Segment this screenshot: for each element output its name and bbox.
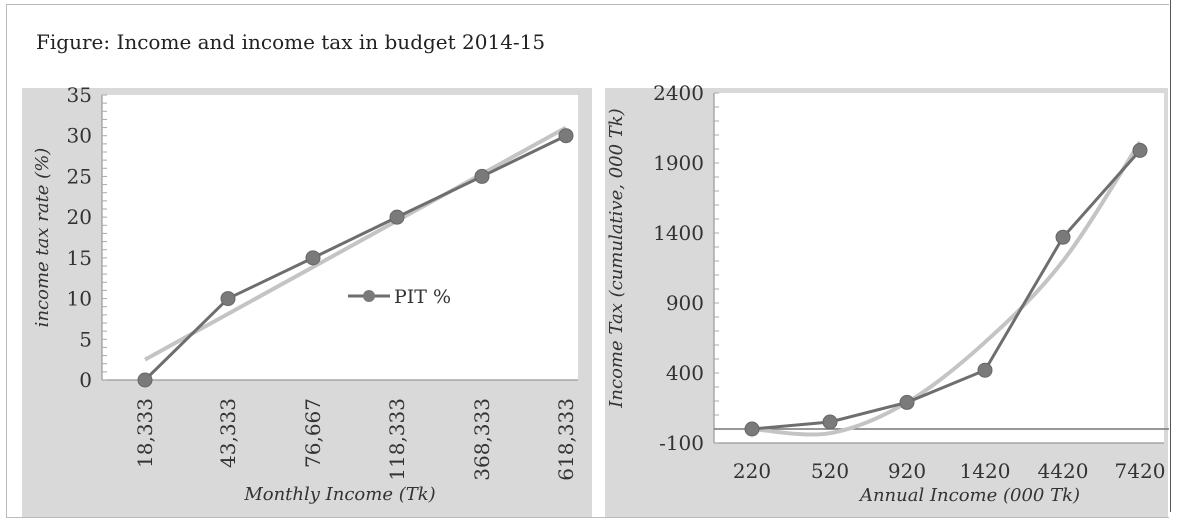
chart-2: -100 400 900 1400 1900 2400 220 520 920 1420 4420 7… [605,81,1169,517]
legend-marker [363,290,375,302]
data-point [899,394,915,410]
figure-frame [6,4,1169,518]
data-point [558,128,574,144]
x-tick-label: 76,667 [301,398,325,468]
x-tick-label: 920 [888,459,926,483]
y-tick-label: 1400 [653,221,704,245]
data-point [744,421,760,437]
y-axis-label: income tax rate (%) [32,148,53,328]
x-axis-label: Annual Income (000 Tk) [858,485,1080,506]
y-tick-label: 15 [67,246,92,270]
data-point [1132,142,1148,158]
chart-1: 0 5 10 15 20 25 30 35 18,333 43,333 76,667 118,333 3… [22,83,592,517]
x-tick-label: 7420 [1115,459,1166,483]
x-tick-label: 118,333 [385,398,409,481]
y-tick-label: 25 [67,164,92,188]
data-point [474,168,490,184]
y-tick-label: 0 [79,368,92,392]
data-point [389,209,405,225]
y-tick-label: 35 [67,83,92,107]
data-point [822,414,838,430]
x-tick-label: 18,333 [133,398,157,468]
y-tick-label: 2400 [653,81,704,105]
legend-label: PIT % [394,286,451,308]
y-tick-label: 1900 [653,151,704,175]
trendline [751,140,1142,437]
y-tick-label: 400 [666,361,704,385]
data-point [977,362,993,378]
series-line [143,134,567,382]
x-tick-label: 1420 [960,459,1011,483]
data-point [220,291,236,307]
x-tick-label: 220 [733,459,771,483]
y-tick-label: 5 [79,327,92,351]
y-tick-label: 20 [67,205,92,229]
plot-area [102,95,578,380]
x-axis-label: Monthly Income (Tk) [243,484,435,505]
y-tick-label: 900 [666,291,704,315]
y-tick-label: 30 [67,124,92,148]
y-tick-label: 10 [67,287,92,311]
y-tick-label: -100 [659,431,704,455]
data-point [1055,229,1071,245]
x-tick-label: 368,333 [470,398,494,481]
series-line [751,149,1142,431]
x-tick-label: 4420 [1038,459,1089,483]
x-tick-label: 520 [811,459,849,483]
figure-title: Figure: Income and income tax in budget … [36,30,546,54]
data-point [137,372,153,388]
page-divider [1170,0,1171,512]
data-point [305,250,321,266]
plot-area [714,93,1164,443]
x-tick-label: 618,333 [554,398,578,481]
y-axis-label: Income Tax (cumulative, 000 Tk) [606,108,627,408]
trendline [144,125,567,362]
x-tick-label: 43,333 [216,398,240,468]
